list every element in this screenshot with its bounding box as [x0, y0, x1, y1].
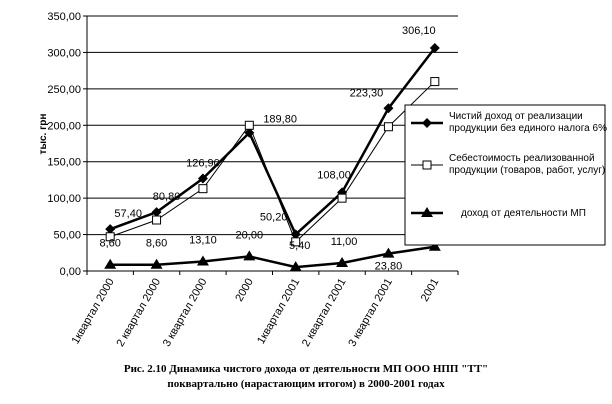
legend: Чистий доход от реализации продукции без …	[404, 104, 607, 246]
series-line	[110, 81, 436, 243]
series-line	[110, 245, 435, 269]
legend-box	[404, 104, 606, 246]
diamond-marker	[244, 127, 255, 138]
x-tick-label: 2 квартал 2000	[114, 277, 163, 349]
diamond-marker	[290, 229, 301, 240]
legend-entry-label: Себестоимость реализованной продукции (то…	[449, 152, 605, 176]
data-label: 189,80	[263, 114, 297, 126]
data-label: 11,00	[331, 236, 358, 248]
y-tick-label: 350,00	[47, 11, 81, 23]
caption-line-1: Рис. 2.10 Динамика чистого дохода от дея…	[123, 363, 489, 375]
data-label: 20,00	[236, 229, 264, 241]
x-tick-label: 2000	[233, 277, 256, 304]
x-tick-label: 1квартал 2000	[70, 277, 117, 347]
diamond-marker	[105, 224, 116, 235]
diamond-marker	[151, 207, 162, 218]
square-marker	[152, 215, 162, 225]
x-tick-label: 2 квартал 2001	[300, 277, 349, 349]
legend-entry-line: Чистий доход от реализации	[449, 111, 583, 122]
x-tick-label: 3 квартал 2001	[346, 277, 395, 349]
axes: 0,00 50,00 100,00 150,00 200,00 250,00 300,00 3…	[38, 11, 459, 349]
y-tick-label: 200,00	[47, 120, 81, 132]
data-label: 126,90	[186, 158, 220, 170]
legend-entry-line: продукции (товаров, работ, услуг)	[449, 164, 605, 176]
data-label: 57,40	[114, 208, 142, 220]
x-tick-label: 3 квартал 2000	[161, 277, 210, 349]
square-marker	[422, 160, 432, 170]
series-line	[109, 47, 436, 237]
data-label: 80,80	[153, 191, 181, 203]
data-label: 13,10	[189, 234, 217, 246]
diamond-marker	[422, 118, 432, 128]
legend-entry-line: продукции без единого налога 6%	[449, 122, 607, 134]
square-marker	[291, 237, 301, 247]
triangle-marker	[243, 250, 256, 261]
line-chart: 0,00 50,00 100,00 150,00 200,00 250,00 300,00 3…	[38, 11, 607, 349]
legend-entry-label: доход от деятельности МП	[461, 208, 586, 219]
square-marker	[105, 232, 115, 242]
triangle-marker	[289, 261, 302, 272]
triangle-marker	[196, 255, 209, 266]
triangle-marker	[382, 247, 395, 258]
y-tick-label: 300,00	[47, 47, 81, 59]
data-label: 5,40	[289, 240, 310, 252]
diamond-marker	[197, 173, 208, 184]
diamond-marker	[383, 103, 394, 114]
triangle-marker	[428, 240, 441, 251]
y-axis-label: тыс. грн	[38, 114, 49, 155]
triangle-marker	[336, 256, 349, 267]
data-labels: 57,40 80,80 126,90 189,80 50,20 108,00 223,30 3…	[99, 25, 456, 273]
x-tick-label: 2001	[419, 277, 442, 304]
y-tick-label: 100,00	[47, 193, 81, 205]
y-tick-label: 150,00	[47, 157, 81, 169]
square-marker	[383, 122, 393, 132]
data-label: 108,00	[317, 169, 351, 181]
x-tick-label: 1квартал 2001	[255, 277, 302, 347]
diamond-marker	[429, 42, 440, 53]
gridlines	[87, 15, 458, 272]
y-tick-label: 50,00	[53, 230, 81, 242]
square-marker	[430, 77, 440, 87]
y-tick-label: 250,00	[47, 84, 81, 96]
y-tick-label: 0,00	[60, 266, 81, 278]
triangle-marker	[104, 258, 117, 269]
series-lines	[104, 42, 441, 272]
square-marker	[244, 120, 254, 130]
triangle-marker	[421, 207, 433, 217]
caption-line-2: поквартально (нарастающим итогом) в 2000…	[167, 378, 445, 390]
legend-entry-line: доход от деятельности МП	[461, 208, 586, 219]
data-label: 306,10	[402, 25, 436, 37]
data-label: 8,60	[99, 238, 120, 250]
legend-entry-line: Себестоимость реализованной	[449, 152, 595, 164]
square-marker	[337, 193, 347, 203]
data-label: 50,20	[260, 211, 288, 223]
data-label: 8,60	[146, 238, 167, 250]
data-label: 223,30	[350, 87, 384, 99]
legend-entry-label: Чистий доход от реализации продукции без …	[449, 111, 607, 134]
square-marker	[198, 184, 208, 194]
data-label: 23,80	[375, 261, 403, 273]
triangle-marker	[150, 258, 163, 269]
figure-caption: Рис. 2.10 Динамика чистого дохода от дея…	[0, 362, 612, 392]
